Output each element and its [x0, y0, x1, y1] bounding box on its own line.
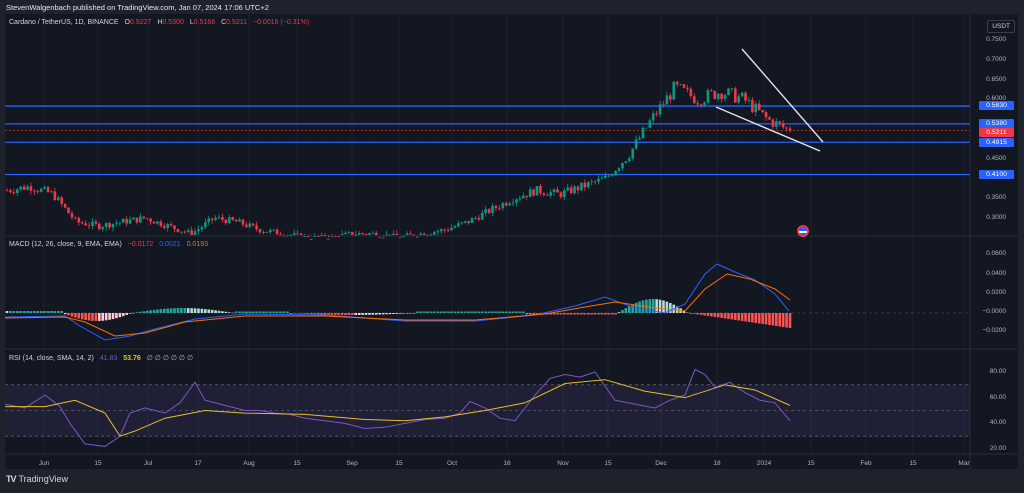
time-tick: 15 [395, 460, 403, 467]
time-tick: 17 [194, 460, 202, 467]
rsi-tick: 20.00 [989, 445, 1006, 452]
price-tick: 0.7000 [986, 56, 1006, 63]
rsi-legend: RSI (14, close, SMA, 14, 2) 41.83 53.76 … [9, 355, 194, 362]
time-tick: Oct [446, 460, 458, 467]
time-tick: Feb [860, 460, 872, 467]
currency-button[interactable]: USDT [987, 20, 1015, 33]
macd-tick: 0.0400 [986, 270, 1006, 277]
chart-canvas[interactable] [5, 14, 1018, 469]
rsi-tick: 40.00 [989, 419, 1006, 426]
symbol-name: Cardano / TetherUS, 1D, BINANCE [9, 19, 119, 26]
time-tick: 15 [604, 460, 612, 467]
tradingview-logo-icon: TV [6, 474, 16, 484]
time-tick: 15 [909, 460, 917, 467]
time-tick: 15 [94, 460, 102, 467]
macd-legend: MACD (12, 26, close, 9, EMA, EMA) −0.017… [9, 241, 209, 248]
time-tick: 18 [713, 460, 721, 467]
brand-label: TradingView [18, 474, 69, 484]
price-tick: 0.3000 [986, 214, 1006, 221]
level-tag-0583: 0.5830 [979, 101, 1014, 110]
level-tag-0410: 0.4100 [979, 170, 1014, 179]
time-tick: 15 [807, 460, 815, 467]
time-tick: Jun [38, 460, 50, 467]
time-tick: Mar [958, 460, 970, 467]
macd-tick: 0.0600 [986, 250, 1006, 257]
time-tick: 2024 [756, 460, 772, 467]
time-tick: 16 [503, 460, 511, 467]
rsi-tick: 80.00 [989, 368, 1006, 375]
symbol-legend: Cardano / TetherUS, 1D, BINANCE O0.5227 … [9, 19, 310, 26]
tradingview-footer[interactable]: TV TradingView [6, 474, 68, 484]
time-tick: Aug [243, 460, 255, 467]
price-tick: 0.4500 [986, 155, 1006, 162]
price-tick: 0.6000 [986, 95, 1006, 102]
publisher-line: StevenWalgenbach published on TradingVie… [6, 3, 269, 12]
time-tick: Sep [346, 460, 358, 467]
rsi-tick: 60.00 [989, 394, 1006, 401]
macd-tick: −0.0000 [982, 308, 1006, 315]
price-tick: 0.7500 [986, 36, 1006, 43]
macd-tick: −0.0200 [982, 327, 1006, 334]
macd-tick: 0.0200 [986, 289, 1006, 296]
chart-area[interactable]: Cardano / TetherUS, 1D, BINANCE O0.5227 … [5, 14, 1018, 469]
time-tick: Nov [557, 460, 569, 467]
price-tick: 0.3500 [986, 194, 1006, 201]
time-tick: 15 [293, 460, 301, 467]
level-tag-0538: 0.5380 [979, 119, 1014, 128]
price-tick: 0.6500 [986, 76, 1006, 83]
level-tag-04915: 0.4915 [979, 138, 1014, 147]
time-tick: Dec [655, 460, 667, 467]
last-price-tag: 0.5211 [979, 128, 1014, 137]
time-tick: Jul [143, 460, 153, 467]
